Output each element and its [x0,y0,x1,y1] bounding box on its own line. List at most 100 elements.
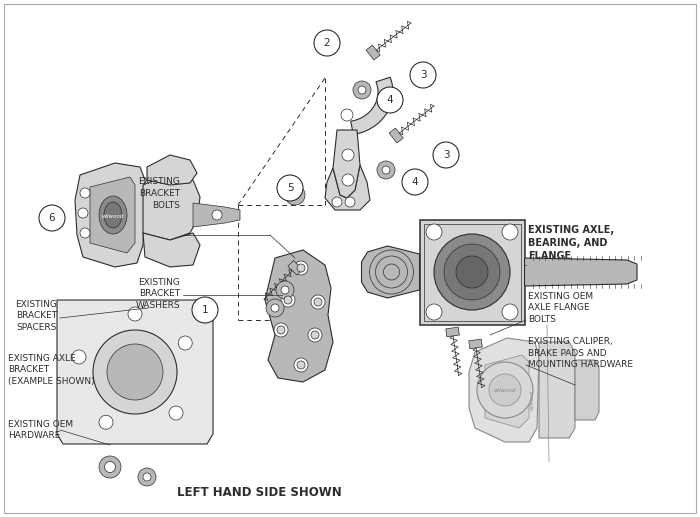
Circle shape [276,281,294,299]
Polygon shape [143,233,200,267]
Text: EXISTING AXLE
BRACKET
(EXAMPLE SHOWN): EXISTING AXLE BRACKET (EXAMPLE SHOWN) [8,354,95,386]
Polygon shape [193,203,240,227]
Circle shape [284,296,292,304]
Text: EXISTING
BRACKET
SPACERS: EXISTING BRACKET SPACERS [15,300,57,332]
Circle shape [80,188,90,198]
Circle shape [281,293,295,307]
Ellipse shape [99,196,127,234]
Polygon shape [143,173,200,240]
Circle shape [277,326,285,334]
Circle shape [297,361,305,369]
Circle shape [426,224,442,240]
Circle shape [377,161,395,179]
Text: EXISTING CALIPER,
BRAKE PADS AND
MOUNTING HARDWARE: EXISTING CALIPER, BRAKE PADS AND MOUNTIN… [528,337,633,369]
Polygon shape [333,130,360,198]
Circle shape [99,415,113,429]
Circle shape [128,307,142,321]
Text: 1: 1 [202,305,209,315]
Circle shape [342,174,354,186]
Text: EXISTING OEM
HARDWARE: EXISTING OEM HARDWARE [8,420,73,440]
Circle shape [212,210,222,220]
Text: EXISTING OEM
AXLE FLANGE
BOLTS: EXISTING OEM AXLE FLANGE BOLTS [528,292,593,324]
Polygon shape [366,45,380,60]
Circle shape [80,228,90,238]
Circle shape [294,358,308,372]
Circle shape [107,344,163,400]
Polygon shape [469,339,482,349]
Polygon shape [539,342,575,438]
Circle shape [169,406,183,420]
Text: 2: 2 [323,38,330,48]
Circle shape [290,190,300,200]
Text: 6: 6 [49,213,55,223]
Circle shape [345,197,355,207]
Circle shape [377,87,403,113]
Circle shape [285,185,305,205]
Ellipse shape [104,202,122,228]
Polygon shape [485,355,529,428]
Circle shape [308,328,322,342]
Circle shape [138,468,156,486]
Circle shape [311,295,325,309]
Circle shape [294,261,308,275]
Polygon shape [75,163,145,267]
Circle shape [277,175,303,201]
Circle shape [433,142,459,168]
Circle shape [143,473,151,481]
Circle shape [456,256,488,288]
Circle shape [341,109,353,121]
Circle shape [502,304,518,320]
Circle shape [477,362,533,418]
Circle shape [281,286,289,294]
Text: EXISTING
BRACKET
BOLTS: EXISTING BRACKET BOLTS [138,177,180,210]
Bar [424,223,521,321]
Circle shape [332,197,342,207]
Circle shape [314,298,322,306]
Polygon shape [288,261,302,275]
Circle shape [314,30,340,56]
Text: EXISTING AXLE,
BEARING, AND
FLANGE: EXISTING AXLE, BEARING, AND FLANGE [528,225,614,261]
Circle shape [342,149,354,161]
Polygon shape [147,155,197,185]
Circle shape [402,169,428,195]
Circle shape [358,86,366,94]
Circle shape [502,224,518,240]
Polygon shape [361,246,419,298]
Circle shape [178,336,192,350]
Polygon shape [325,165,370,210]
Polygon shape [57,300,213,444]
Circle shape [78,208,88,218]
Circle shape [274,323,288,337]
Circle shape [311,331,319,339]
Text: wilwood: wilwood [102,215,124,220]
Circle shape [271,304,279,312]
Text: LEFT HAND SIDE SHOWN: LEFT HAND SIDE SHOWN [176,485,342,498]
Circle shape [266,299,284,317]
Polygon shape [446,327,459,337]
Polygon shape [575,360,599,420]
Polygon shape [90,177,135,253]
Polygon shape [524,258,637,286]
Circle shape [444,244,500,300]
Bar [419,220,524,325]
Text: 3: 3 [420,70,426,80]
Circle shape [434,234,510,310]
Text: 4: 4 [412,177,419,187]
Polygon shape [265,250,333,382]
Polygon shape [351,77,393,134]
Polygon shape [469,338,539,442]
Circle shape [39,205,65,231]
Circle shape [297,264,305,272]
Circle shape [426,304,442,320]
Circle shape [105,462,115,472]
Text: 5: 5 [287,183,293,193]
Text: wilwood: wilwood [494,388,516,392]
Circle shape [99,456,121,478]
Text: 3: 3 [442,150,449,160]
Circle shape [192,297,218,323]
Text: 4: 4 [386,95,393,105]
Circle shape [104,462,116,473]
Polygon shape [389,128,403,143]
Text: wilwood: wilwood [529,390,535,410]
Circle shape [489,374,521,406]
